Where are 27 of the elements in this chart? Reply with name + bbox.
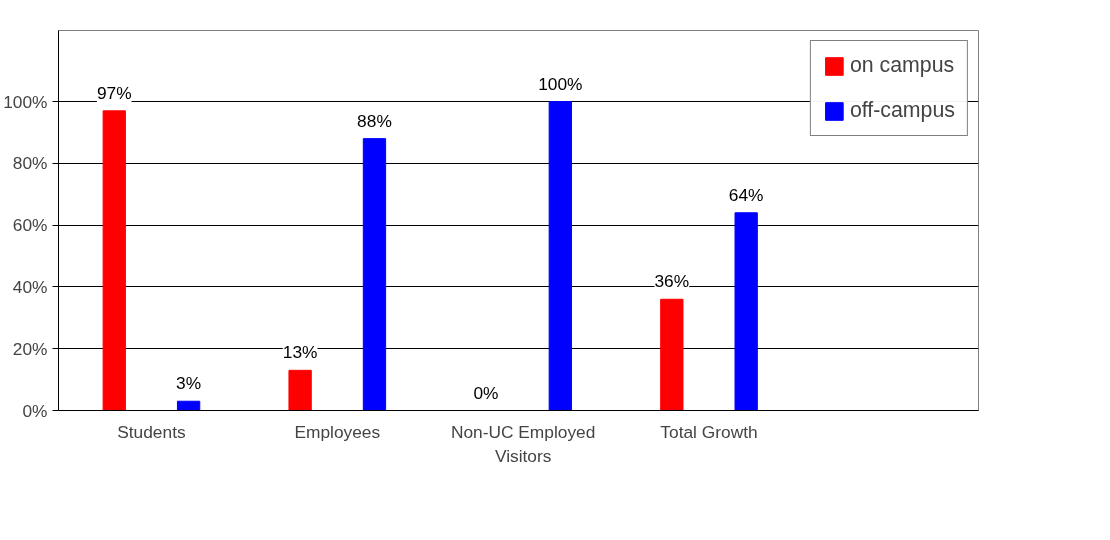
text: 97% (96, 82, 132, 103)
y-tick-label: 60% (12, 215, 48, 236)
text: 88% (357, 110, 392, 131)
x-tick-label: Employees (294, 421, 381, 442)
bar (288, 369, 312, 411)
bar (660, 298, 684, 411)
legend-label: off-campus (849, 98, 955, 123)
y-tick-label: 80% (12, 153, 48, 174)
y-tick-label: 100% (3, 91, 48, 112)
bar (734, 212, 758, 411)
text: 100% (538, 73, 583, 94)
x-tick-label: Total Growth (660, 421, 758, 442)
y-tick-label: 40% (12, 276, 48, 297)
bar (102, 110, 126, 411)
bar (548, 101, 572, 411)
text: 64% (728, 184, 764, 205)
text: 36% (654, 271, 690, 292)
text: 13% (282, 342, 318, 363)
x-tick-label: Non-UC Employed Visitors (450, 421, 596, 466)
legend-label: on campus (849, 53, 955, 78)
y-tick-label: 0% (22, 400, 48, 421)
x-tick-label: Students (117, 421, 186, 442)
y-tick-label: 20% (12, 338, 48, 359)
bar (362, 138, 387, 411)
text: 3% (176, 373, 202, 394)
bar (176, 400, 201, 411)
text: 0% (473, 382, 499, 403)
